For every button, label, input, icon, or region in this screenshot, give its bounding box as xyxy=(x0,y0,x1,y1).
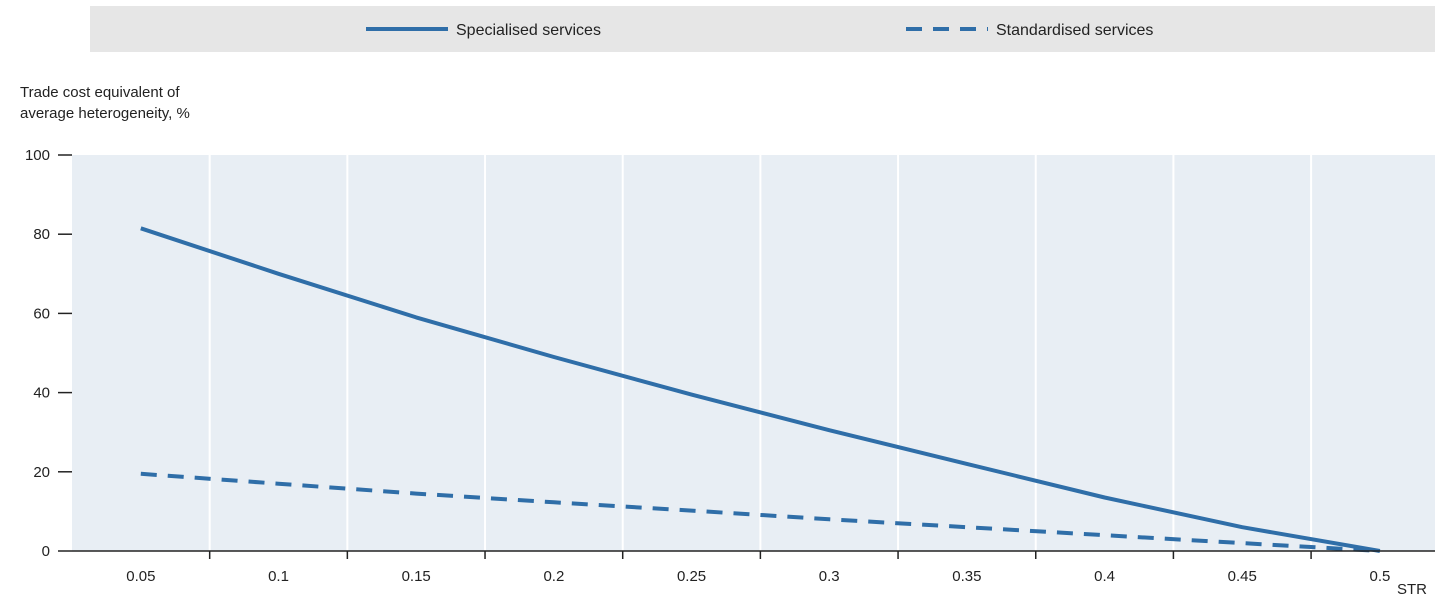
grid-lines xyxy=(208,155,1313,551)
series-group xyxy=(140,226,1381,553)
y-tick-label: 20 xyxy=(33,464,50,481)
x-tick-label: 0.15 xyxy=(402,568,431,585)
y-tick-label: 0 xyxy=(42,543,50,560)
legend-label-specialised: Specialised services xyxy=(456,22,601,39)
x-axis-ticks: 0.05 0.1 0.15 0.2 0.25 0.3 0.35 0.4 0.45 0.5 xyxy=(126,551,1390,585)
y-tick-label: 80 xyxy=(33,226,50,243)
x-tick-label: 0.45 xyxy=(1228,568,1257,585)
y-axis-title-line-1: Trade cost equivalent of xyxy=(20,84,180,101)
x-tick-label: 0.05 xyxy=(126,568,155,585)
x-tick-label: 0.3 xyxy=(819,568,840,585)
x-axis-title: STR xyxy=(1397,581,1427,598)
x-tick-label: 0.5 xyxy=(1369,568,1390,585)
x-tick-label: 0.2 xyxy=(543,568,564,585)
x-tick-label: 0.4 xyxy=(1094,568,1115,585)
y-tick-label: 40 xyxy=(33,385,50,402)
x-tick-label: 0.35 xyxy=(952,568,981,585)
y-axis-title-line-2: average heterogeneity, % xyxy=(20,105,190,122)
series-line-standardised xyxy=(140,471,1381,553)
y-tick-label: 100 xyxy=(25,147,50,164)
series-line-specialised xyxy=(140,226,1381,553)
y-tick-label: 60 xyxy=(33,305,50,322)
plot-area xyxy=(72,155,1435,551)
legend-background xyxy=(90,6,1435,52)
x-tick-label: 0.25 xyxy=(677,568,706,585)
x-tick-label: 0.1 xyxy=(268,568,289,585)
y-axis-ticks: 0 20 40 60 80 100 xyxy=(25,147,72,560)
legend-label-standardised: Standardised services xyxy=(996,22,1153,39)
